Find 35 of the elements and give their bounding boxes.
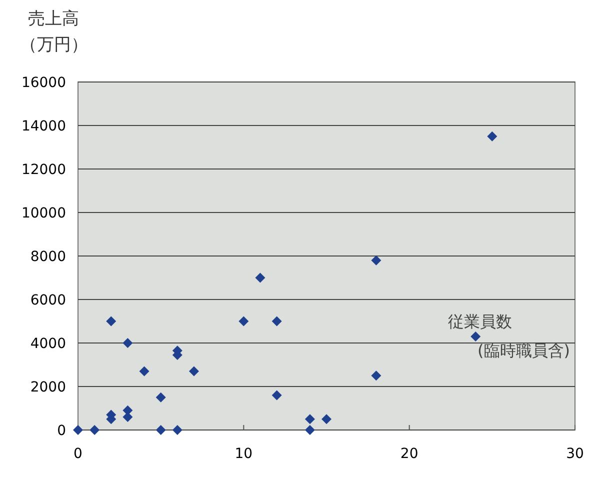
point	[255, 272, 266, 283]
y-tick-label: 6000	[30, 292, 66, 308]
point	[371, 370, 382, 381]
point	[106, 316, 116, 326]
point	[304, 414, 315, 424]
point	[238, 316, 249, 326]
x-tick-label: 10	[234, 446, 253, 462]
point	[122, 338, 133, 348]
point	[304, 425, 315, 435]
point	[470, 331, 481, 342]
y-tick-label: 10000	[21, 206, 66, 222]
x-axis-title: 従業員数(臨時職員含)	[448, 312, 570, 360]
point	[322, 414, 332, 424]
x-tick-label: 0	[74, 446, 82, 462]
point	[73, 425, 83, 435]
y-axis-title: 売上高（万円）	[20, 9, 88, 55]
point	[188, 366, 199, 376]
y-tick-label: 12000	[21, 162, 66, 178]
point	[371, 255, 382, 266]
x-tick-label: 20	[400, 446, 418, 462]
y-tick-label: 2000	[30, 380, 66, 396]
y-tick-label: 14000	[21, 118, 66, 134]
point	[156, 425, 166, 435]
point	[90, 425, 100, 435]
point	[487, 131, 498, 142]
point	[139, 366, 150, 376]
y-tick-label: 0	[57, 423, 66, 439]
point	[272, 316, 282, 326]
y-tick-label: 16000	[21, 75, 66, 91]
point	[156, 392, 166, 402]
y-tick-label: 8000	[30, 249, 66, 265]
x-tick-label: 30	[566, 446, 584, 462]
y-tick-label: 4000	[30, 336, 66, 352]
point	[172, 425, 182, 435]
point	[272, 390, 282, 400]
